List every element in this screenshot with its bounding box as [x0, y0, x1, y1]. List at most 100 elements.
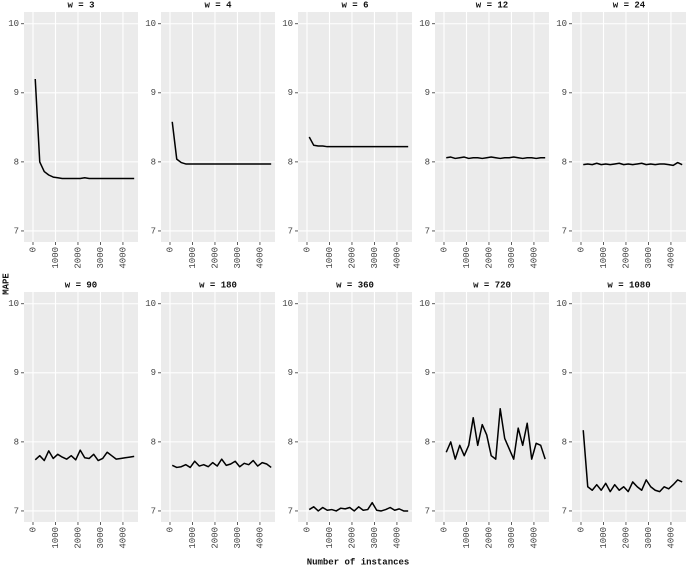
y-tick-label: 9 [425, 368, 430, 378]
x-tick-label: 1000 [325, 527, 335, 549]
x-tick-label: 0 [165, 527, 175, 532]
x-tick-label: 0 [576, 527, 586, 532]
panel: w = 4 7 8 9 10 0 1000 2000 3000 4000 [145, 0, 275, 269]
series-line [308, 501, 409, 512]
x-tick-label: 4000 [118, 527, 128, 549]
panel: w = 1080 7 8 9 10 0 1000 2000 3000 4000 [556, 280, 686, 549]
x-tick-label: 1000 [325, 247, 335, 269]
plot-background [298, 12, 412, 242]
y-tick-label: 10 [556, 19, 567, 29]
x-tick-label: 4000 [666, 527, 676, 549]
panel: w = 720 7 8 9 10 0 1000 2000 3000 4000 [419, 280, 549, 549]
y-tick-label: 10 [145, 19, 156, 29]
x-tick-label: 3000 [507, 247, 517, 269]
series-line [171, 121, 272, 165]
x-tick-label: 0 [28, 527, 38, 532]
panel: w = 24 7 8 9 10 0 1000 2000 3000 4000 [556, 0, 686, 269]
x-tick-label: 1000 [462, 247, 472, 269]
x-tick-label: 0 [439, 247, 449, 252]
x-tick-label: 3000 [96, 527, 106, 549]
series-line [34, 78, 135, 180]
x-tick-label: 4000 [255, 527, 265, 549]
y-tick-label: 8 [14, 437, 19, 447]
x-tick-label: 4000 [392, 527, 402, 549]
panel: w = 180 7 8 9 10 0 1000 2000 3000 4000 [145, 280, 275, 549]
y-tick-label: 10 [419, 299, 430, 309]
x-tick-label: 4000 [392, 247, 402, 269]
panel-title: w = 1080 [607, 280, 650, 290]
y-tick-label: 9 [14, 368, 19, 378]
panel: w = 90 7 8 9 10 0 1000 2000 3000 4000 [8, 280, 138, 549]
y-tick-label: 8 [288, 157, 293, 167]
x-tick-label: 3000 [370, 527, 380, 549]
panel-title: w = 360 [336, 280, 374, 290]
y-tick-label: 10 [8, 19, 19, 29]
x-tick-label: 3000 [233, 527, 243, 549]
y-tick-label: 9 [14, 88, 19, 98]
x-tick-label: 4000 [666, 247, 676, 269]
x-tick-label: 1000 [462, 527, 472, 549]
series-line [582, 430, 683, 493]
x-tick-label: 2000 [210, 247, 220, 269]
y-tick-label: 8 [562, 157, 567, 167]
x-tick-label: 2000 [73, 527, 83, 549]
x-tick-label: 4000 [255, 247, 265, 269]
x-tick-label: 2000 [621, 527, 631, 549]
x-tick-label: 3000 [233, 247, 243, 269]
series-line [446, 156, 546, 160]
y-tick-label: 9 [562, 88, 567, 98]
y-tick-label: 8 [151, 157, 156, 167]
x-tick-label: 2000 [210, 527, 220, 549]
panel-title: w = 3 [67, 0, 94, 10]
x-tick-label: 3000 [370, 247, 380, 269]
x-tick-label: 2000 [347, 527, 357, 549]
panel: w = 3 7 8 9 10 0 1000 2000 3000 4000 [8, 0, 138, 269]
plot-background [161, 12, 275, 242]
plot-background [24, 292, 138, 522]
y-tick-label: 10 [556, 299, 567, 309]
plot-background [435, 12, 549, 242]
panel-title: w = 4 [204, 0, 232, 10]
series-line [171, 458, 272, 469]
x-tick-label: 4000 [529, 247, 539, 269]
y-tick-label: 10 [8, 299, 19, 309]
series-line [445, 407, 546, 460]
x-tick-label: 2000 [73, 247, 83, 269]
x-tick-label: 3000 [644, 247, 654, 269]
y-tick-label: 9 [288, 368, 293, 378]
y-tick-label: 8 [425, 437, 430, 447]
x-tick-label: 1000 [51, 247, 61, 269]
plot-background [572, 292, 686, 522]
y-tick-label: 8 [288, 437, 293, 447]
x-tick-label: 1000 [188, 247, 198, 269]
y-tick-label: 9 [151, 368, 156, 378]
panel: w = 6 7 8 9 10 0 1000 2000 3000 4000 [282, 0, 412, 269]
y-tick-label: 10 [145, 299, 156, 309]
y-tick-label: 7 [425, 506, 430, 516]
plot-background [24, 12, 138, 242]
panel: w = 360 7 8 9 10 0 1000 2000 3000 4000 [282, 280, 412, 549]
y-tick-label: 7 [151, 506, 156, 516]
y-tick-label: 7 [562, 226, 567, 236]
y-tick-label: 9 [151, 88, 156, 98]
y-tick-label: 7 [151, 226, 156, 236]
y-tick-label: 10 [282, 299, 293, 309]
x-tick-label: 0 [302, 247, 312, 252]
y-tick-label: 9 [425, 88, 430, 98]
x-tick-label: 2000 [621, 247, 631, 269]
x-axis-label: Number of instances [307, 557, 410, 567]
x-tick-label: 0 [439, 527, 449, 532]
y-tick-label: 7 [288, 226, 293, 236]
x-tick-label: 1000 [51, 527, 61, 549]
x-tick-label: 2000 [347, 247, 357, 269]
panel-title: w = 180 [199, 280, 237, 290]
y-tick-label: 7 [562, 506, 567, 516]
x-tick-label: 3000 [507, 527, 517, 549]
y-tick-label: 8 [562, 437, 567, 447]
y-tick-label: 7 [14, 506, 19, 516]
x-tick-label: 2000 [484, 247, 494, 269]
y-tick-label: 8 [14, 157, 19, 167]
plot-background [298, 292, 412, 522]
y-axis-label: MAPE [1, 273, 11, 295]
